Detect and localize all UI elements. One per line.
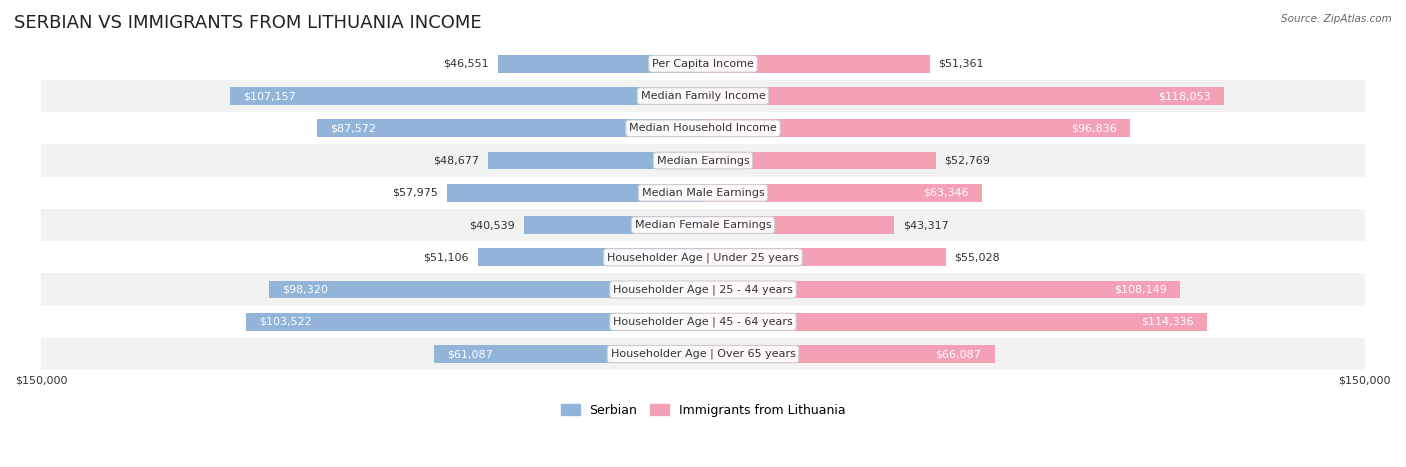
Text: Median Family Income: Median Family Income <box>641 91 765 101</box>
Text: $55,028: $55,028 <box>955 252 1000 262</box>
Text: $51,361: $51,361 <box>938 59 984 69</box>
FancyBboxPatch shape <box>41 80 1365 112</box>
Text: $57,975: $57,975 <box>392 188 439 198</box>
FancyBboxPatch shape <box>41 112 1365 144</box>
Bar <box>703 55 929 73</box>
Bar <box>703 281 1180 298</box>
Text: Per Capita Income: Per Capita Income <box>652 59 754 69</box>
Bar <box>703 345 994 363</box>
Text: $66,087: $66,087 <box>935 349 981 359</box>
Text: Median Female Earnings: Median Female Earnings <box>634 220 772 230</box>
Text: Householder Age | Over 65 years: Householder Age | Over 65 years <box>610 349 796 359</box>
Text: $87,572: $87,572 <box>330 123 375 133</box>
Text: $61,087: $61,087 <box>447 349 492 359</box>
Text: $118,053: $118,053 <box>1159 91 1211 101</box>
Bar <box>524 216 703 234</box>
Text: SERBIAN VS IMMIGRANTS FROM LITHUANIA INCOME: SERBIAN VS IMMIGRANTS FROM LITHUANIA INC… <box>14 14 482 32</box>
Text: $108,149: $108,149 <box>1114 284 1167 295</box>
Text: $98,320: $98,320 <box>283 284 329 295</box>
Text: $107,157: $107,157 <box>243 91 297 101</box>
Text: $46,551: $46,551 <box>443 59 489 69</box>
FancyBboxPatch shape <box>41 338 1365 370</box>
Bar <box>316 120 703 137</box>
Bar <box>231 87 703 105</box>
Bar <box>246 313 703 331</box>
Bar <box>269 281 703 298</box>
Text: Median Household Income: Median Household Income <box>628 123 778 133</box>
Text: $40,539: $40,539 <box>470 220 516 230</box>
Bar <box>447 184 703 202</box>
Text: $48,677: $48,677 <box>433 156 479 166</box>
Bar <box>703 184 983 202</box>
Bar <box>703 216 894 234</box>
Text: Householder Age | Under 25 years: Householder Age | Under 25 years <box>607 252 799 262</box>
Bar <box>703 87 1223 105</box>
Legend: Serbian, Immigrants from Lithuania: Serbian, Immigrants from Lithuania <box>555 399 851 422</box>
Text: $52,769: $52,769 <box>945 156 990 166</box>
Text: $43,317: $43,317 <box>903 220 949 230</box>
FancyBboxPatch shape <box>41 48 1365 80</box>
Bar <box>433 345 703 363</box>
Bar <box>498 55 703 73</box>
Text: $114,336: $114,336 <box>1142 317 1194 327</box>
Bar <box>703 152 936 170</box>
FancyBboxPatch shape <box>41 209 1365 241</box>
Text: $96,836: $96,836 <box>1071 123 1116 133</box>
Text: Median Male Earnings: Median Male Earnings <box>641 188 765 198</box>
Text: $63,346: $63,346 <box>924 188 969 198</box>
Bar <box>488 152 703 170</box>
Text: Median Earnings: Median Earnings <box>657 156 749 166</box>
FancyBboxPatch shape <box>41 144 1365 177</box>
Text: $103,522: $103,522 <box>260 317 312 327</box>
FancyBboxPatch shape <box>41 274 1365 306</box>
Bar <box>478 248 703 266</box>
Text: $51,106: $51,106 <box>423 252 468 262</box>
FancyBboxPatch shape <box>41 241 1365 274</box>
FancyBboxPatch shape <box>41 177 1365 209</box>
Text: Householder Age | 45 - 64 years: Householder Age | 45 - 64 years <box>613 317 793 327</box>
FancyBboxPatch shape <box>41 306 1365 338</box>
Text: Householder Age | 25 - 44 years: Householder Age | 25 - 44 years <box>613 284 793 295</box>
Text: Source: ZipAtlas.com: Source: ZipAtlas.com <box>1281 14 1392 24</box>
Bar <box>703 120 1130 137</box>
Bar <box>703 313 1208 331</box>
Bar <box>703 248 946 266</box>
